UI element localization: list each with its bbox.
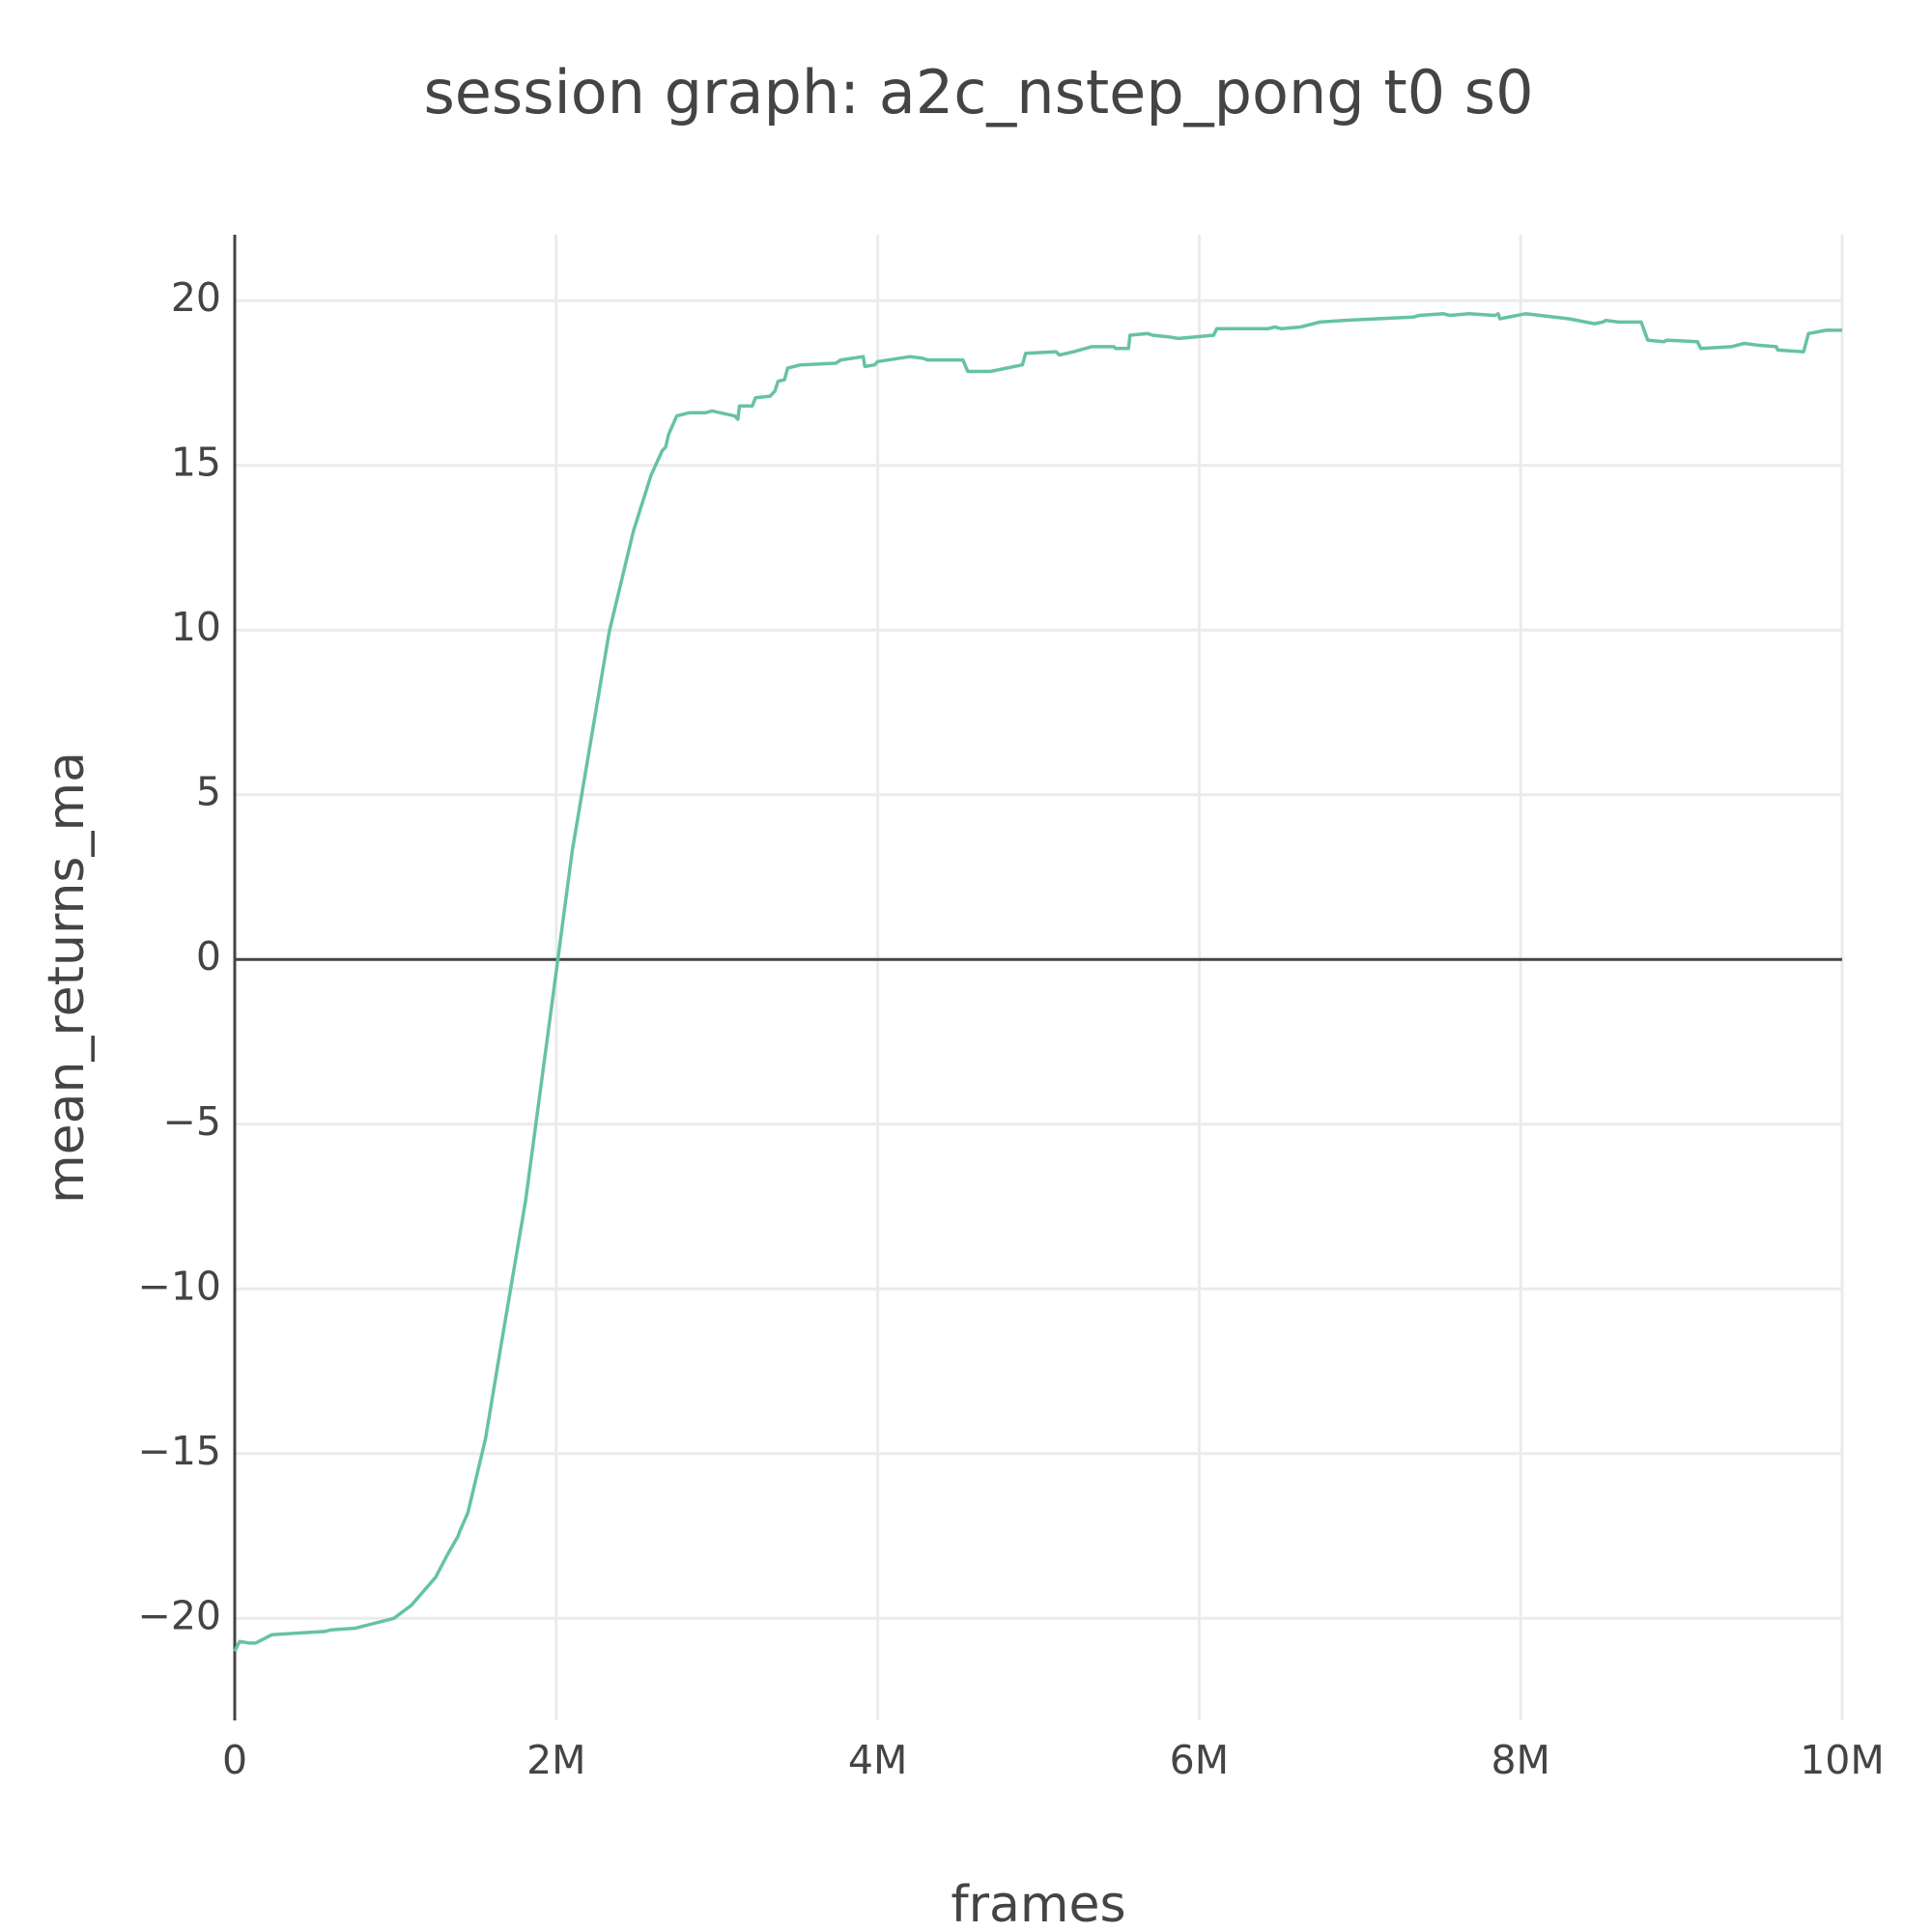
data-line xyxy=(233,312,1842,1653)
x-axis-title: frames xyxy=(951,1876,1125,1932)
x-tick-label: 4M xyxy=(848,1737,907,1783)
y-tick-label: −10 xyxy=(137,1263,221,1309)
x-tick-label: 8M xyxy=(1491,1737,1549,1783)
y-tick-label: −5 xyxy=(163,1098,221,1145)
x-tick-label: 6M xyxy=(1170,1737,1229,1783)
y-tick-label: 5 xyxy=(196,769,221,815)
x-tick-label: 10M xyxy=(1800,1737,1885,1783)
x-tick-label: 2M xyxy=(526,1737,585,1783)
x-tick-label: 0 xyxy=(222,1737,247,1783)
y-tick-label: 20 xyxy=(171,274,221,321)
chart-title: session graph: a2c_nstep_pong t0 s0 xyxy=(423,57,1533,128)
y-tick-label: −20 xyxy=(137,1592,221,1638)
y-tick-label: 0 xyxy=(196,933,221,980)
y-tick-label: 10 xyxy=(171,604,221,650)
y-tick-label: 15 xyxy=(171,440,221,486)
y-tick-label: −15 xyxy=(137,1428,221,1474)
y-axis-title: mean_returns_ma xyxy=(38,752,96,1204)
